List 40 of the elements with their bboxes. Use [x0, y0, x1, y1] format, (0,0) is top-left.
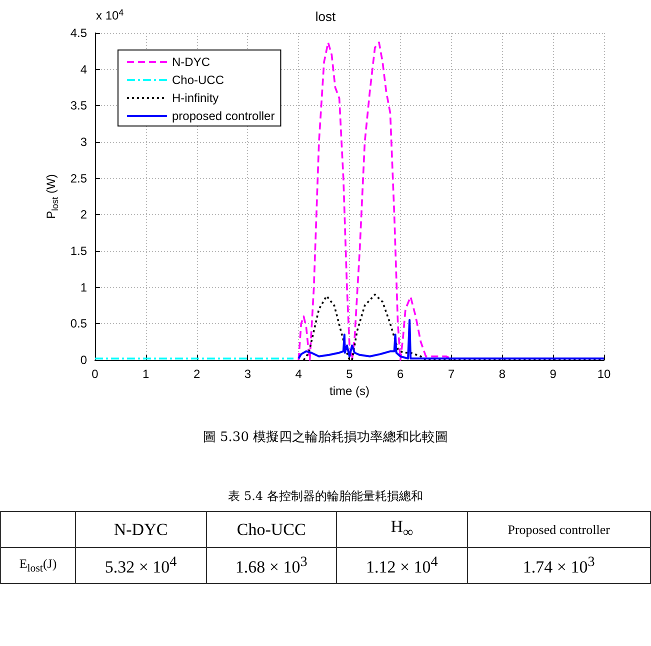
x-tick-label: 10 [597, 367, 611, 381]
text: 1.68 × 10$^{3}$ [206, 548, 337, 584]
line-series [298, 319, 605, 360]
y-tick-label: 0 [80, 353, 88, 367]
x-tick-label: 7 [448, 367, 455, 381]
legend-label: proposed controller [172, 109, 275, 123]
text: 1.74 × 10$^{3}$ [467, 548, 650, 584]
y-tick-label: 2.5 [70, 171, 88, 186]
y-tick-label: 2 [80, 208, 88, 222]
y-tick-label: 1.5 [70, 244, 88, 258]
text: 5.32 × 10$^{4}$ [76, 548, 206, 584]
x-tick-label: 6 [397, 367, 404, 381]
text: N-DYC [76, 512, 206, 548]
caption: 圖 5.30 模擬四之輪胎耗損功率總和比較圖 [202, 429, 450, 446]
legend-label: H-infinity [172, 91, 219, 105]
x-tick-label: 1 [142, 367, 150, 381]
legend-label: N-DYC [172, 55, 210, 69]
legend-label: Cho-UCC [172, 73, 224, 87]
x-tick-label: 4 [295, 367, 302, 381]
text: 1.12 × 10$^{4}$ [336, 548, 468, 584]
text: Proposed controller [467, 512, 650, 548]
x-tick-label: 9 [550, 367, 557, 381]
text: Cho-UCC [206, 512, 337, 548]
text: 表 5.4 各控制器的輪胎能量耗損總和 [227, 488, 424, 505]
y-tick-label: 4 [80, 62, 88, 76]
x-tick-label: 0 [92, 367, 99, 381]
x-axis-title: time (s) [330, 384, 370, 398]
text: H$_{∞}$ [336, 512, 468, 548]
y-axis-title: Plost (W) [44, 174, 60, 219]
y-tick-label: 4.5 [70, 26, 88, 40]
y-tick-label: 3.5 [70, 98, 88, 113]
x-tick-label: 8 [498, 367, 506, 381]
y-tick-label: 0.5 [70, 316, 88, 331]
y-tick-label: 1 [80, 280, 88, 294]
y-tick-label: 3 [80, 135, 88, 149]
x-tick-label: 5 [346, 367, 354, 381]
text: E$_{lost}$(J) [0, 548, 76, 584]
x-tick-label: 2 [193, 367, 200, 381]
chart-title: lost [315, 9, 336, 24]
x-tick-label: 3 [244, 367, 252, 381]
